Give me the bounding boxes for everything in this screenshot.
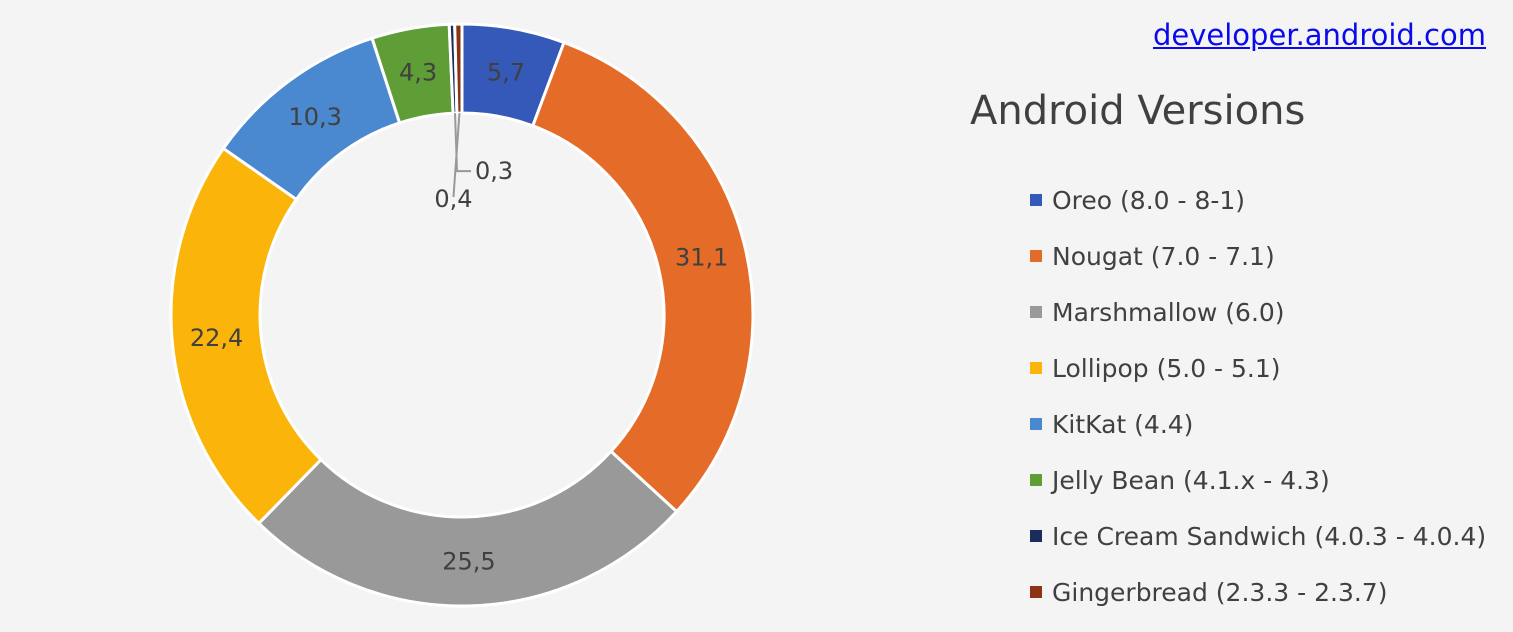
source-link[interactable]: developer.android.com — [1153, 18, 1486, 52]
legend-item-oreo: Oreo (8.0 - 8-1) — [1030, 172, 1486, 228]
legend-item-lollipop: Lollipop (5.0 - 5.1) — [1030, 340, 1486, 396]
legend-swatch — [1030, 418, 1042, 430]
leader-line-ice-cream-sandwich — [454, 113, 472, 173]
legend-item-gingerbread: Gingerbread (2.3.3 - 2.3.7) — [1030, 564, 1486, 620]
legend-swatch — [1030, 530, 1042, 542]
data-label-gingerbread: 0,4 — [434, 185, 472, 213]
legend-item-jelly-bean: Jelly Bean (4.1.x - 4.3) — [1030, 452, 1486, 508]
legend-item-kitkat: KitKat (4.4) — [1030, 396, 1486, 452]
legend-swatch — [1030, 474, 1042, 486]
data-label-ice-cream-sandwich: 0,3 — [475, 157, 513, 185]
legend-item-nougat: Nougat (7.0 - 7.1) — [1030, 228, 1486, 284]
legend-label: Nougat (7.0 - 7.1) — [1052, 241, 1275, 271]
legend-label: Marshmallow (6.0) — [1052, 297, 1285, 327]
data-label-lollipop: 22,4 — [190, 324, 243, 352]
slice-marshmallow — [256, 449, 679, 608]
leader-line-gingerbread — [452, 112, 461, 198]
legend-swatch — [1030, 194, 1042, 206]
legend-swatch — [1030, 586, 1042, 598]
data-label-jelly-bean: 4,3 — [399, 58, 437, 86]
slice-gingerbread — [453, 22, 464, 115]
legend-label: KitKat (4.4) — [1052, 409, 1194, 439]
leader-lines — [452, 112, 472, 198]
data-label-kitkat: 10,3 — [289, 103, 342, 131]
legend-item-marshmallow: Marshmallow (6.0) — [1030, 284, 1486, 340]
slice-nougat — [530, 40, 755, 514]
legend-label: Ice Cream Sandwich (4.0.3 - 4.0.4) — [1052, 521, 1487, 551]
slice-labels: 5,7 31,1 25,5 22,4 10,3 4,3 0,30,4 — [190, 58, 729, 575]
chart-title: Android Versions — [970, 88, 1306, 134]
legend-label: Lollipop (5.0 - 5.1) — [1052, 353, 1281, 383]
legend-swatch — [1030, 250, 1042, 262]
legend-label: Oreo (8.0 - 8-1) — [1052, 185, 1246, 215]
donut-slices — [169, 22, 755, 608]
legend-label: Gingerbread (2.3.3 - 2.3.7) — [1052, 577, 1388, 607]
legend-label: Jelly Bean (4.1.x - 4.3) — [1052, 465, 1330, 495]
legend-swatch — [1030, 306, 1042, 318]
legend-swatch — [1030, 362, 1042, 374]
legend-item-ice-cream-sandwich: Ice Cream Sandwich (4.0.3 - 4.0.4) — [1030, 508, 1486, 564]
data-label-marshmallow: 25,5 — [442, 547, 495, 575]
legend: Oreo (8.0 - 8-1) Nougat (7.0 - 7.1) Marshm… — [1030, 172, 1486, 620]
data-label-oreo: 5,7 — [487, 58, 525, 86]
data-label-nougat: 31,1 — [675, 243, 728, 271]
